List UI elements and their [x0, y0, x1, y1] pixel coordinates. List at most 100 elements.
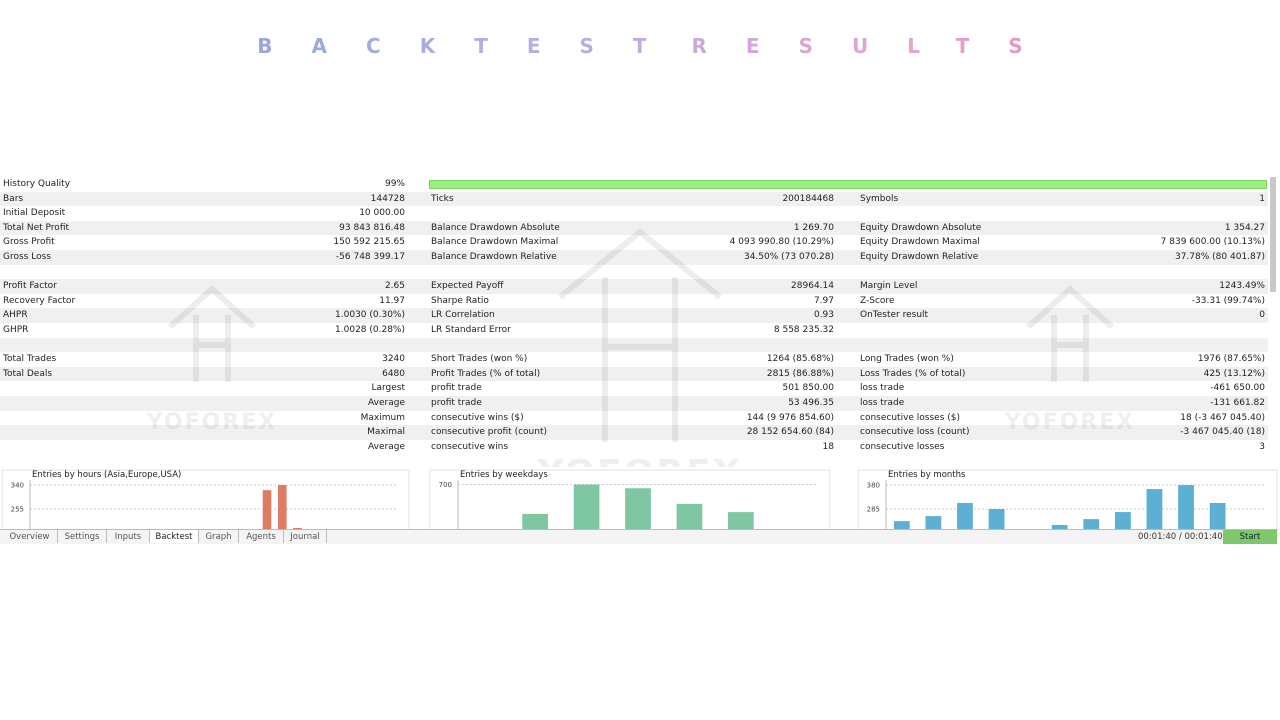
bar [1146, 489, 1163, 529]
table-row: Largest profit trade 501 850.00 loss trade -… [0, 381, 1268, 396]
bar [625, 488, 651, 529]
cell-value: 144728 [370, 193, 405, 204]
cell-value: 200184468 [782, 193, 834, 204]
entry-charts: Entries by hours (Asia,Europe,USA) 340 255… [1, 469, 1278, 529]
bar [988, 509, 1005, 529]
tab[interactable]: Graph [199, 530, 239, 543]
table-row: Average consecutive wins 18 consecutive los… [0, 440, 1268, 455]
cell-value: 1264 (85.68%) [766, 354, 834, 365]
cell-value: -33.31 (99.74%) [1191, 295, 1265, 306]
table-row: Maximum consecutive wins ($) 144 (9 976 85… [0, 411, 1268, 426]
cell-label: consecutive loss (count) [860, 427, 970, 438]
table-row: Maximal consecutive profit (count) 28 152 … [0, 425, 1268, 440]
chart-frame [1, 469, 410, 529]
elapsed-time: 00:01:40 / 00:01:40 [1138, 532, 1223, 542]
cell-label: Margin Level [860, 281, 918, 292]
cell-label: Gross Profit [3, 237, 55, 248]
bar [573, 484, 600, 529]
cell-label: Equity Drawdown Absolute [860, 222, 982, 233]
cell-label: Balance Drawdown Maximal [431, 237, 559, 248]
table-row: Bars 144728 Ticks 200184468 Symbols 1 [0, 191, 1268, 207]
cell-label: Ticks [431, 193, 454, 204]
cell-label: AHPR [3, 310, 28, 321]
bar [262, 490, 272, 529]
page-title: BACKTEST RESULTS [0, 34, 1280, 58]
tab[interactable]: Overview [2, 530, 58, 543]
tab[interactable]: Settings [58, 530, 107, 543]
bar [925, 516, 942, 529]
bar [676, 503, 703, 529]
table-row: Recovery Factor 11.97 Sharpe Ratio 7.97 Z-Sc… [0, 294, 1268, 309]
tab[interactable]: Journal [284, 530, 327, 543]
cell-value: 11.97 [379, 295, 405, 306]
table-row: Total Deals 6480 Profit Trades (% of total… [0, 366, 1268, 382]
table-row: GHPR 1.0028 (0.28%) LR Standard Error 8 558… [0, 323, 1268, 338]
y-tick-label: 700 [439, 481, 452, 489]
scrollbar[interactable] [1270, 177, 1276, 292]
bar [1114, 512, 1131, 529]
cell-value: Average [368, 398, 405, 408]
table-row: Gross Loss -56 748 399.17 Balance Drawdown… [0, 250, 1268, 265]
table-row: Total Net Profit 93 843 816.48 Balance Dra… [0, 220, 1268, 236]
bar [293, 527, 302, 529]
cell-label: Expected Payoff [431, 281, 504, 292]
table-row: Gross Profit 150 592 215.65 Balance Drawdo… [0, 235, 1268, 250]
cell-value: Maximal [367, 427, 405, 438]
cell-label: Long Trades (won %) [860, 354, 954, 365]
cell-label: Z-Score [860, 295, 895, 306]
table-row: Average profit trade 53 496.35 loss trade -1… [0, 396, 1268, 411]
cell-value: 2.65 [384, 281, 405, 292]
cell-value: 53 496.35 [788, 398, 834, 408]
cell-label: Total Deals [3, 368, 53, 379]
cell-label: consecutive wins [431, 441, 509, 452]
cell-value: 425 (13.12%) [1203, 368, 1265, 379]
tab[interactable]: Backtest [150, 530, 199, 543]
cell-label: History Quality [3, 179, 71, 189]
cell-label: Recovery Factor [3, 295, 76, 306]
start-button[interactable]: Start [1223, 530, 1277, 544]
cell-value: 3240 [382, 354, 405, 365]
cell-value: 1 354.27 [1224, 222, 1265, 233]
watermark-text: YOFOREX [537, 453, 743, 467]
cell-value: 0 [1259, 310, 1265, 321]
cell-label: OnTester result [860, 310, 929, 321]
bar [278, 485, 287, 529]
cell-label: Equity Drawdown Maximal [860, 237, 980, 248]
cell-label: profit trade [431, 398, 482, 408]
y-tick-label: 285 [867, 506, 880, 514]
cell-value: 37.78% (80 401.87) [1174, 252, 1265, 262]
cell-value: 99% [384, 179, 405, 189]
bar [1083, 519, 1100, 529]
table-row: AHPR 1.0030 (0.30%) LR Correlation 0.93 OnTe… [0, 308, 1268, 323]
cell-value: Largest [371, 383, 405, 394]
cell-label: Balance Drawdown Absolute [431, 222, 560, 233]
bar [1051, 524, 1068, 529]
tab-bar: 00:01:40 / 00:01:40 Start Overview Settin… [0, 529, 1278, 544]
cell-label: LR Correlation [431, 310, 495, 321]
cell-label: consecutive profit (count) [431, 427, 547, 438]
tab[interactable]: Inputs [107, 530, 150, 543]
y-tick-label: 380 [867, 482, 880, 490]
tester-panel: History Quality 99% Bars 144728 Ticks 2001844… [0, 177, 1278, 544]
cell-value: 10 000.00 [359, 208, 405, 219]
chart-title: Entries by weekdays [460, 470, 548, 480]
cell-value: Maximum [360, 412, 405, 423]
cell-label: Total Trades [3, 354, 57, 365]
bar [522, 513, 548, 529]
cell-label: Loss Trades (% of total) [860, 368, 966, 379]
cell-value: -461 650.00 [1210, 383, 1265, 394]
cell-label: LR Standard Error [431, 325, 511, 335]
quality-bar [429, 180, 1267, 189]
cell-label: profit trade [431, 383, 482, 394]
cell-label: Initial Deposit [3, 208, 66, 219]
table-row [0, 265, 1268, 280]
y-tick-label: 255 [11, 506, 24, 514]
cell-value: 150 592 215.65 [333, 237, 405, 248]
cell-label: Profit Factor [3, 281, 57, 292]
cell-value: 7.97 [813, 295, 834, 306]
cell-label: consecutive losses ($) [860, 412, 961, 423]
cell-value: Average [368, 441, 405, 452]
tab[interactable]: Agents [239, 530, 284, 543]
bar [1209, 502, 1226, 529]
